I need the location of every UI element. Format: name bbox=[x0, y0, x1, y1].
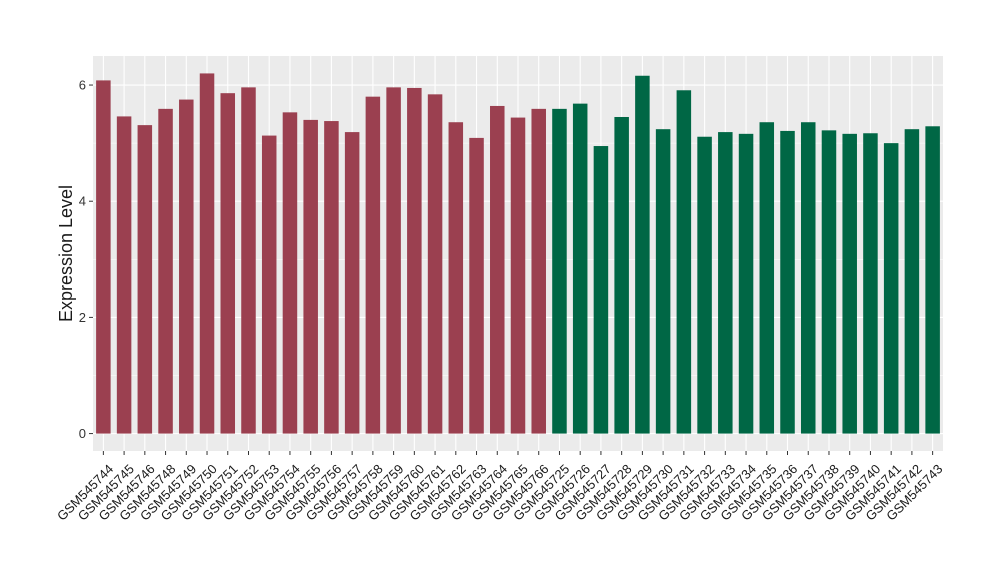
bar bbox=[635, 75, 650, 434]
bar bbox=[925, 126, 940, 434]
bar bbox=[842, 133, 857, 434]
y-tick-label: 4 bbox=[79, 194, 86, 209]
bar bbox=[261, 135, 277, 434]
bar bbox=[469, 137, 484, 434]
bar bbox=[282, 112, 298, 434]
bar bbox=[386, 87, 401, 434]
bar bbox=[614, 116, 629, 434]
bar bbox=[904, 129, 920, 434]
bar bbox=[759, 122, 775, 434]
bar bbox=[800, 122, 816, 434]
bar bbox=[552, 108, 567, 434]
bar bbox=[531, 108, 546, 434]
bar bbox=[883, 143, 899, 434]
bar bbox=[241, 87, 256, 434]
y-tick-label: 0 bbox=[79, 426, 86, 441]
bar bbox=[676, 90, 692, 434]
bar bbox=[718, 132, 733, 434]
bar bbox=[158, 108, 173, 434]
bar bbox=[365, 96, 381, 434]
bar bbox=[407, 87, 422, 434]
bar bbox=[821, 130, 837, 434]
y-tick-label: 6 bbox=[79, 78, 86, 93]
bar bbox=[510, 117, 526, 434]
bar bbox=[96, 80, 111, 434]
bar bbox=[863, 133, 878, 434]
bar bbox=[697, 136, 712, 434]
bar bbox=[593, 146, 609, 434]
bar bbox=[199, 73, 215, 434]
bar bbox=[655, 129, 671, 434]
bar bbox=[220, 93, 236, 434]
y-axis-title: Expression Level bbox=[56, 185, 76, 322]
bars bbox=[96, 73, 940, 434]
bar bbox=[738, 133, 754, 434]
bar bbox=[448, 122, 464, 434]
y-axis: 0 2 4 6 bbox=[79, 78, 93, 441]
y-tick-label: 2 bbox=[79, 310, 86, 325]
bar bbox=[179, 99, 194, 434]
bar bbox=[137, 125, 153, 434]
bar bbox=[427, 94, 443, 434]
bar bbox=[572, 103, 588, 434]
bar bbox=[303, 119, 318, 434]
bar bbox=[780, 130, 795, 434]
bar bbox=[116, 116, 132, 434]
bar bbox=[344, 132, 360, 434]
x-axis: GSM545744GSM545745GSM545746GSM545748GSM5… bbox=[54, 451, 946, 524]
bar bbox=[324, 121, 339, 434]
bar bbox=[490, 105, 505, 434]
